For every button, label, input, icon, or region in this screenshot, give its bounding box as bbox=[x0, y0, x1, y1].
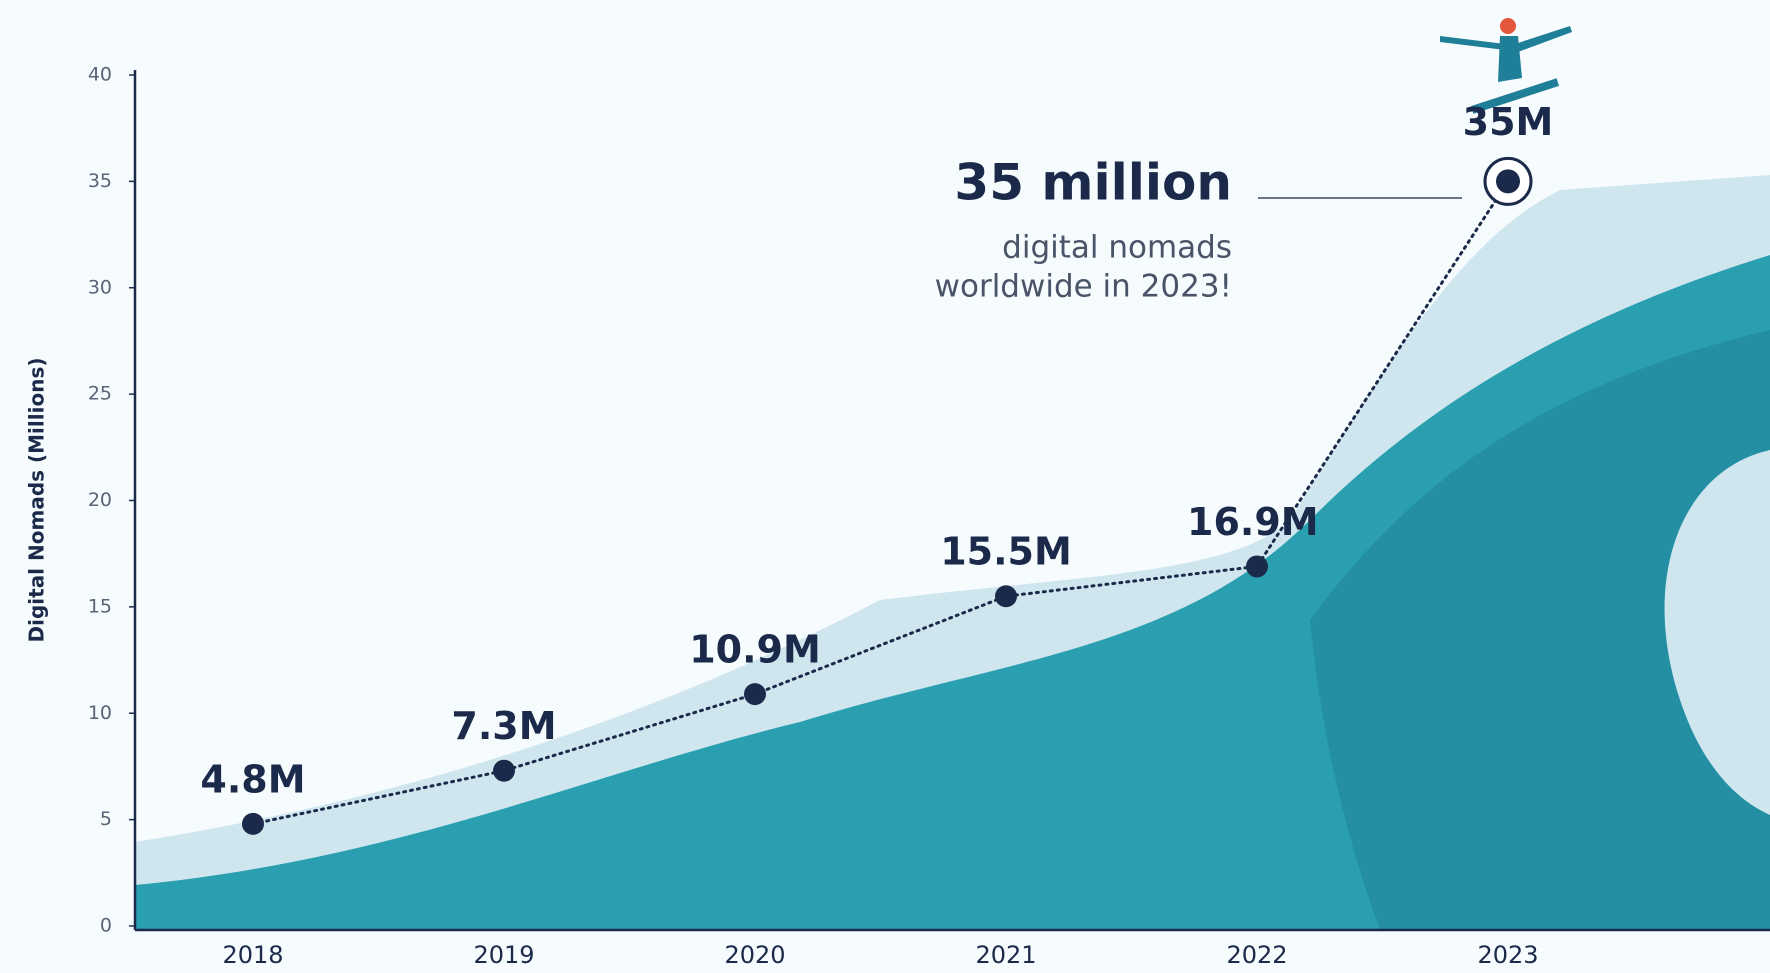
y-tick-label: 5 bbox=[100, 808, 112, 830]
y-axis-title: Digital Nomads (Millions) bbox=[25, 358, 49, 643]
annotation-text: worldwide in 2023! bbox=[935, 269, 1232, 305]
value-label: 4.8M bbox=[200, 757, 305, 801]
y-tick-label: 25 bbox=[88, 383, 112, 405]
x-tick-label: 2019 bbox=[473, 941, 534, 969]
point bbox=[242, 812, 264, 835]
value-label: 7.3M bbox=[451, 704, 556, 748]
trend-line bbox=[251, 179, 1510, 826]
annotation-text: digital nomads bbox=[1002, 230, 1232, 266]
point bbox=[1246, 555, 1268, 578]
value-label: 15.5M bbox=[940, 530, 1072, 574]
y-tick-label: 35 bbox=[88, 170, 112, 192]
x-tick-label: 2018 bbox=[222, 941, 283, 969]
annotation-headline: 35 million bbox=[954, 154, 1232, 212]
point bbox=[744, 683, 766, 706]
y-tick-label: 15 bbox=[88, 595, 112, 617]
point bbox=[995, 585, 1017, 608]
y-tick-label: 30 bbox=[88, 276, 112, 298]
y-tick-label: 20 bbox=[88, 489, 112, 511]
value-label: 16.9M bbox=[1187, 500, 1319, 544]
y-tick-label: 40 bbox=[88, 64, 112, 86]
x-tick-label: 2021 bbox=[975, 941, 1036, 969]
value-label: 35M bbox=[1463, 100, 1554, 144]
surfer bbox=[1440, 18, 1572, 114]
x-tick-label: 2022 bbox=[1226, 941, 1287, 969]
wave-shade bbox=[1310, 330, 1770, 930]
value-label: 10.9M bbox=[689, 628, 821, 672]
y-tick-label: 0 bbox=[100, 915, 112, 937]
x-tick-label: 2020 bbox=[724, 941, 785, 969]
point bbox=[493, 759, 515, 782]
x-tick-label: 2023 bbox=[1477, 941, 1538, 969]
y-tick-label: 10 bbox=[88, 702, 112, 724]
point bbox=[1496, 169, 1520, 194]
